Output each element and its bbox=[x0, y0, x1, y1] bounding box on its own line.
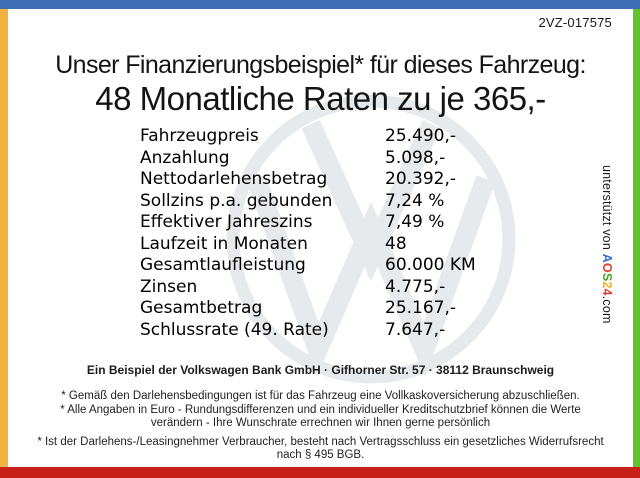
finance-table: Fahrzeugpreis 25.490,- Anzahlung 5.098,-… bbox=[140, 126, 600, 341]
frame-bar-right bbox=[633, 9, 640, 467]
finance-table-row: Nettodarlehensbetrag 20.392,- bbox=[140, 169, 600, 191]
finance-table-row: Schlussrate (49. Rate) 7.647,- bbox=[140, 320, 600, 342]
footnote-withdrawal: * Ist der Darlehens-/Leasingnehmer Verbr… bbox=[37, 436, 604, 461]
aos24-logo-letter: A bbox=[600, 253, 614, 263]
footnote-insurance: * Gemäß den Darlehensbedingungen ist für… bbox=[61, 390, 580, 402]
finance-row-value: 7,49 % bbox=[385, 212, 445, 233]
aos24-logo-letter: 4 bbox=[600, 288, 614, 296]
finance-table-row: Laufzeit in Monaten 48 bbox=[140, 234, 600, 256]
footnote-rounding: * Alle Angaben in Euro - Rundungsdiffere… bbox=[60, 404, 581, 429]
finance-row-label: Fahrzeugpreis bbox=[140, 126, 259, 146]
aos24-logo: AOS24 bbox=[600, 254, 614, 296]
aos24-logo-suffix: .com bbox=[600, 295, 614, 324]
aos24-logo-letter: O bbox=[600, 262, 614, 273]
finance-row-label: Effektiver Jahreszins bbox=[140, 212, 313, 233]
offer-rate-headline: 48 Monatliche Raten zu je 365,- bbox=[95, 80, 546, 117]
finance-row-value: 48 bbox=[385, 233, 407, 254]
finance-row-value: 25.490,- bbox=[385, 126, 457, 146]
frame-bar-bottom bbox=[0, 467, 640, 478]
finance-row-label: Schlussrate (49. Rate) bbox=[140, 319, 329, 340]
frame-bar-top bbox=[0, 0, 640, 9]
finance-table-row: Gesamtbetrag 25.167,- bbox=[140, 298, 600, 320]
finance-row-label: Laufzeit in Monaten bbox=[140, 233, 308, 254]
finance-row-value: 5.098,- bbox=[385, 147, 446, 168]
supported-by-text: unterstützt von bbox=[600, 165, 614, 254]
finance-table-row: Sollzins p.a. gebunden 7,24 % bbox=[140, 191, 600, 213]
frame-bar-left bbox=[0, 9, 8, 467]
finance-table-row: Fahrzeugpreis 25.490,- bbox=[140, 126, 600, 148]
finance-row-value: 20.392,- bbox=[385, 169, 457, 190]
document-id: 2VZ-017575 bbox=[538, 15, 612, 30]
finance-table-row: Anzahlung 5.098,- bbox=[140, 148, 600, 170]
finance-row-label: Nettodarlehensbetrag bbox=[140, 169, 328, 190]
finance-row-value: 7.647,- bbox=[385, 319, 446, 340]
finance-table-row: Gesamtlaufleistung 60.000 KM bbox=[140, 255, 600, 277]
finance-table-row: Effektiver Jahreszins 7,49 % bbox=[140, 212, 600, 234]
finance-row-value: 60.000 KM bbox=[385, 255, 476, 276]
finance-row-label: Gesamtlaufleistung bbox=[140, 255, 306, 276]
offer-title: Unser Finanzierungsbeispiel* für dieses … bbox=[55, 51, 586, 79]
finance-row-value: 4.775,- bbox=[385, 276, 446, 297]
finance-row-label: Zinsen bbox=[140, 276, 198, 297]
aos24-logo-letter: S bbox=[600, 272, 614, 282]
finance-row-label: Gesamtbetrag bbox=[140, 298, 263, 319]
finance-row-value: 7,24 % bbox=[385, 190, 445, 211]
bank-address-line: Ein Beispiel der Volkswagen Bank GmbH · … bbox=[86, 363, 555, 377]
finance-row-label: Anzahlung bbox=[140, 147, 230, 168]
finance-table-row: Zinsen 4.775,- bbox=[140, 277, 600, 299]
finance-row-value: 25.167,- bbox=[385, 298, 457, 319]
supported-by-note: unterstützt von AOS24.com bbox=[600, 165, 614, 324]
finance-row-label: Sollzins p.a. gebunden bbox=[140, 190, 333, 211]
aos24-logo-letter: 2 bbox=[600, 281, 614, 289]
